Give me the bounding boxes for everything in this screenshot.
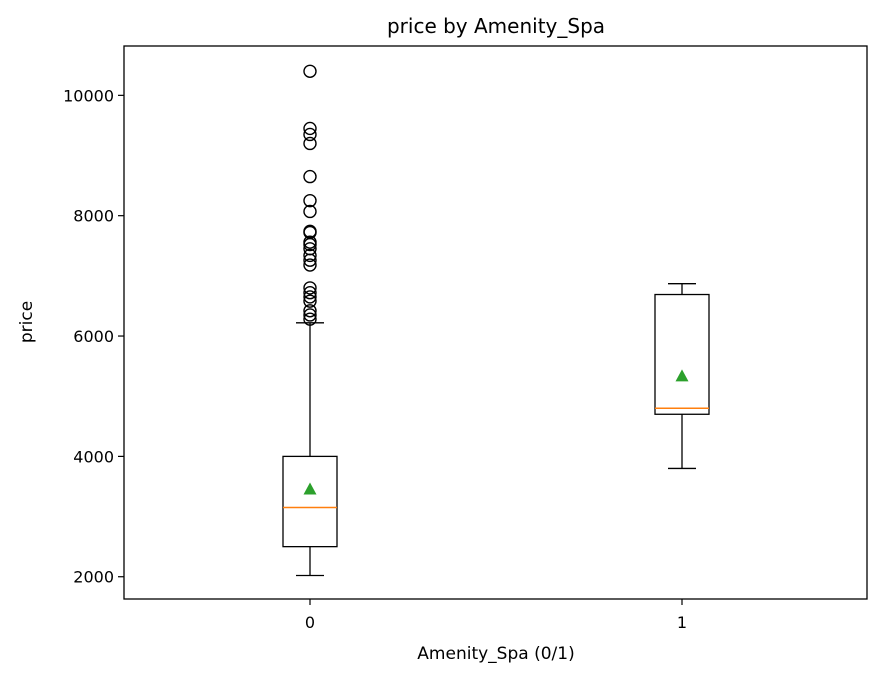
outlier-point bbox=[303, 224, 317, 239]
outlier-point bbox=[303, 304, 317, 318]
mean-marker bbox=[675, 369, 689, 382]
outlier-point bbox=[303, 193, 317, 208]
outlier-point bbox=[303, 286, 317, 300]
plot-frame bbox=[123, 45, 868, 600]
outlier-point bbox=[303, 312, 317, 326]
y-tick-label: 8000 bbox=[73, 207, 114, 226]
box-group-0 bbox=[282, 64, 338, 577]
outlier-point bbox=[303, 290, 317, 304]
outlier-point bbox=[303, 248, 317, 263]
outlier-point bbox=[303, 308, 317, 322]
y-axis-label: price bbox=[17, 301, 37, 343]
plot-area bbox=[124, 46, 867, 599]
outlier-point bbox=[303, 258, 317, 272]
outlier-point bbox=[303, 121, 317, 136]
outlier-point bbox=[303, 242, 317, 256]
outlier-point bbox=[303, 235, 317, 249]
iqr-box bbox=[282, 455, 338, 548]
outlier-point bbox=[303, 64, 317, 78]
y-tick-label: 10000 bbox=[63, 86, 114, 105]
x-tick-label: 0 bbox=[305, 613, 315, 632]
outlier-point bbox=[303, 127, 317, 142]
x-tick-label: 1 bbox=[677, 613, 687, 632]
iqr-box bbox=[654, 293, 710, 415]
y-tick-label: 4000 bbox=[73, 447, 114, 466]
chart-title: price by Amenity_Spa bbox=[387, 14, 605, 38]
y-axis-ticks: 2000 4000 6000 8000 10000 bbox=[63, 86, 124, 587]
mean-marker bbox=[303, 482, 317, 495]
outlier-point bbox=[303, 136, 317, 151]
boxplot-series bbox=[282, 64, 710, 577]
y-tick-label: 6000 bbox=[73, 327, 114, 346]
outlier-point bbox=[303, 204, 317, 219]
box-group-1 bbox=[654, 283, 710, 470]
x-axis-label: Amenity_Spa (0/1) bbox=[417, 644, 574, 664]
outlier-point bbox=[303, 169, 317, 184]
y-tick-label: 2000 bbox=[73, 568, 114, 587]
outlier-point bbox=[303, 281, 317, 295]
outlier-point bbox=[303, 294, 317, 308]
